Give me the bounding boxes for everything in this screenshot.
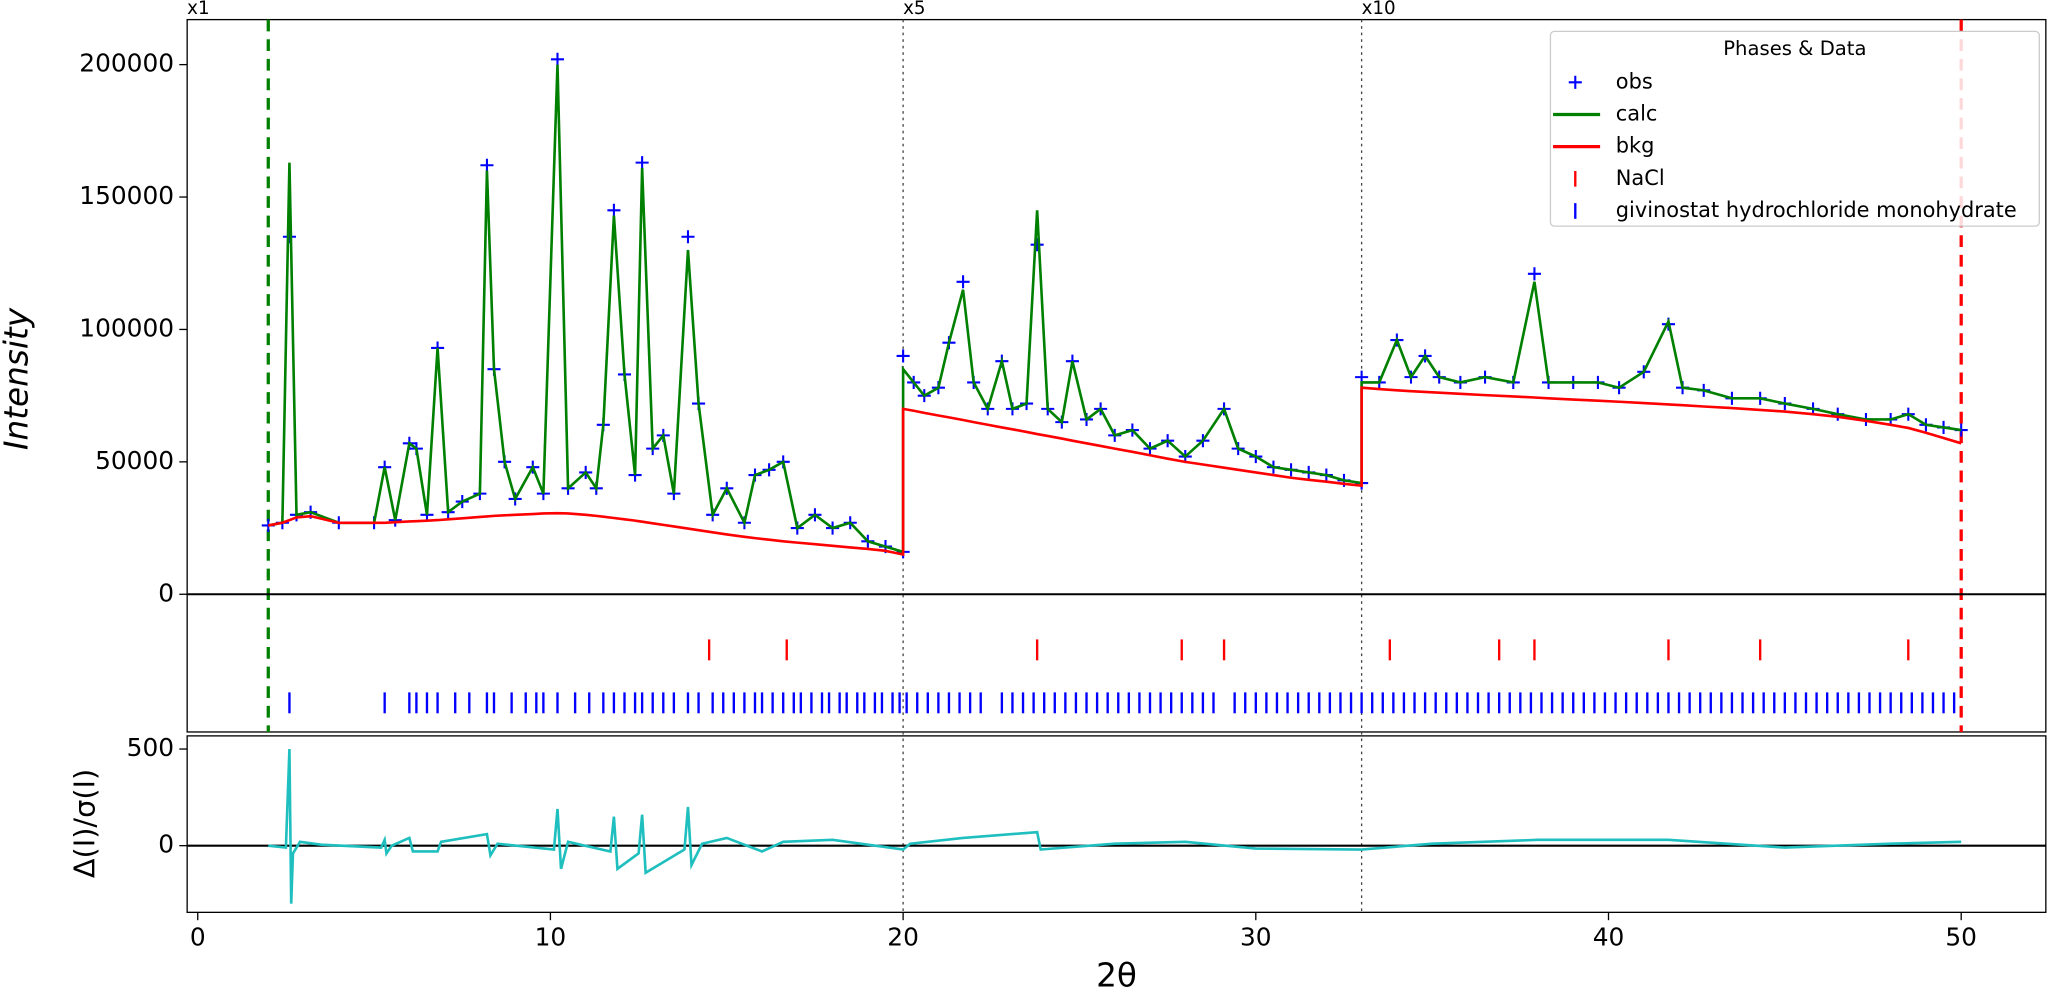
legend-label: obs (1616, 69, 1653, 93)
annotation: x1 (187, 0, 209, 19)
obs-marker (635, 156, 649, 170)
main-frame (186, 18, 2047, 733)
y-tick-label: 100000 (79, 313, 174, 342)
diff-y-axis-label: Δ(I)/σ(I) (68, 769, 102, 878)
annotation: x10 (1362, 0, 1396, 19)
calc-line (268, 64, 1962, 554)
legend-label: NaCl (1616, 166, 1665, 190)
obs-marker (681, 230, 695, 244)
x-tick-label: 0 (190, 922, 206, 951)
y-tick-label: 0 (158, 830, 174, 859)
obs-marker (550, 52, 565, 66)
obs-marker (1527, 267, 1541, 281)
y-tick-label: 200000 (79, 49, 174, 78)
legend-label: bkg (1616, 134, 1655, 158)
y-tick-label: 500 (127, 733, 174, 762)
legend-box (1549, 30, 2040, 227)
x-tick-label: 10 (535, 922, 567, 951)
obs-marker (896, 349, 910, 363)
x-axis-label: 2θ (1096, 957, 1137, 995)
obs-marker (282, 230, 296, 244)
legend-label: givinostat hydrochloride monohydrate (1616, 198, 2017, 222)
diff-line (268, 748, 1962, 904)
y-tick-label: 150000 (79, 181, 174, 210)
y-axis-label: Intensity (0, 307, 36, 450)
x-tick-label: 30 (1240, 922, 1272, 951)
x-tick-label: 40 (1593, 922, 1625, 951)
obs-marker (956, 275, 970, 289)
y-tick-label: 50000 (95, 446, 174, 475)
diff-frame (186, 735, 2047, 913)
legend-title: Phases & Data (1723, 37, 1866, 60)
x-tick-label: 50 (1945, 922, 1977, 951)
x-tick-label: 20 (887, 922, 919, 951)
obs-marker (480, 158, 494, 172)
bkg-line (268, 386, 1962, 557)
obs-marker (607, 203, 621, 217)
obs-marker (1030, 238, 1044, 252)
annotation: x5 (903, 0, 925, 19)
y-tick-label: 0 (158, 578, 174, 607)
legend-symbol (1568, 75, 1582, 89)
legend-label: calc (1616, 102, 1658, 126)
